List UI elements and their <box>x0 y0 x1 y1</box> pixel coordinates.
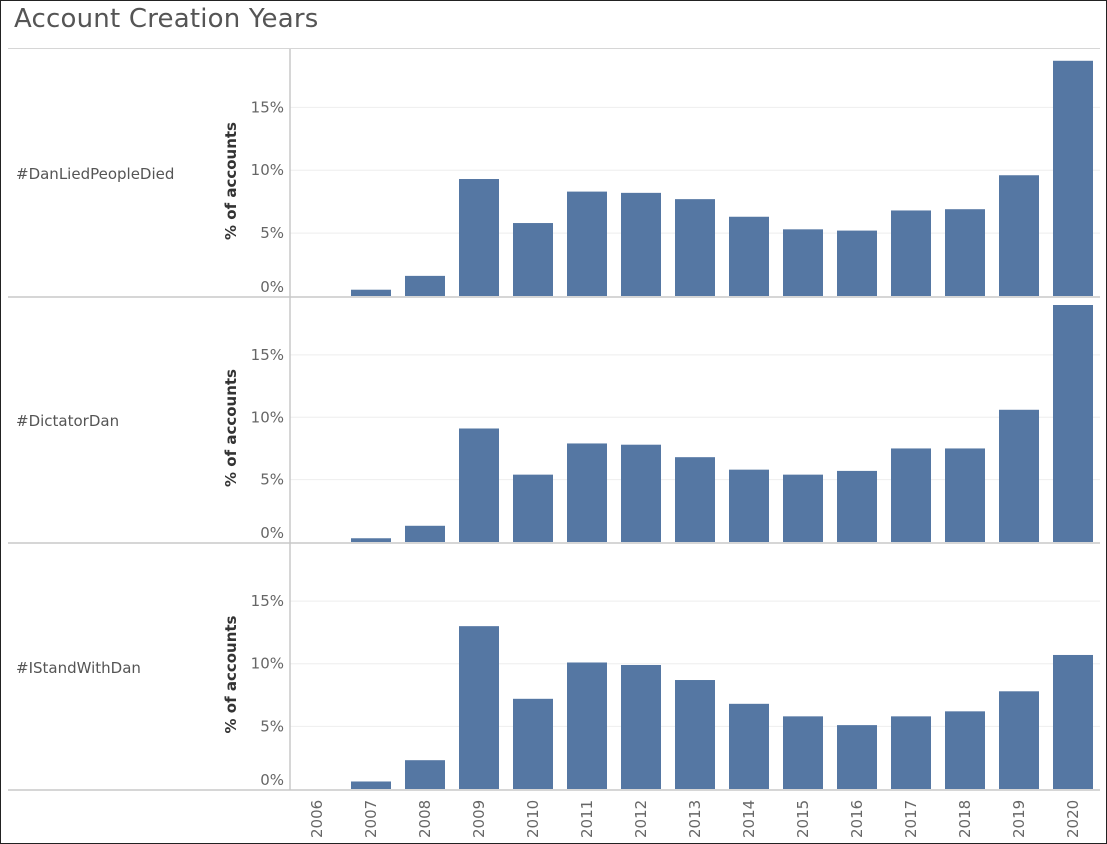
bar <box>837 230 877 296</box>
y-axis-label: % of accounts <box>222 122 240 240</box>
bar <box>891 210 931 296</box>
bar <box>891 448 931 542</box>
bar <box>675 457 715 542</box>
panel-1: 0% 5% 10% 15% % of accounts #DanLiedPeopleDie… <box>16 60 1100 297</box>
bar <box>513 698 553 789</box>
bar <box>783 229 823 296</box>
panel-2: 0% 5% 10% 15% % of accounts #DictatorDan <box>16 305 1100 542</box>
bar <box>351 781 391 789</box>
bar <box>459 626 499 789</box>
y-tick-label: 5% <box>260 717 284 735</box>
x-tick-label: 2019 <box>1010 800 1028 838</box>
bar <box>621 444 661 542</box>
bar <box>675 680 715 789</box>
row-label: #DanLiedPeopleDied <box>16 165 174 183</box>
bar <box>405 760 445 789</box>
bar <box>945 448 985 542</box>
bar <box>513 474 553 542</box>
bar <box>945 209 985 296</box>
y-axis-label: % of accounts <box>222 369 240 487</box>
x-tick-label: 2006 <box>308 800 326 838</box>
bar <box>351 538 391 542</box>
bar <box>405 525 445 542</box>
x-tick-label: 2010 <box>524 800 542 838</box>
y-tick-label: 15% <box>251 592 284 610</box>
bar <box>1053 305 1093 542</box>
y-tick-label: 10% <box>251 408 284 426</box>
x-tick-label: 2013 <box>686 800 704 838</box>
x-tick-label: 2018 <box>956 800 974 838</box>
bar <box>999 409 1039 542</box>
bar <box>783 474 823 542</box>
bar <box>567 191 607 296</box>
y-tick-label: 15% <box>251 98 284 116</box>
bar <box>567 443 607 542</box>
row-label: #IStandWithDan <box>16 659 141 677</box>
y-tick-label: 0% <box>260 771 284 789</box>
bar <box>1053 654 1093 789</box>
bar <box>567 662 607 789</box>
bar <box>405 275 445 296</box>
panel-3: 0% 5% 10% 15% % of accounts #IStandWithDan <box>16 592 1100 789</box>
x-tick-label: 2020 <box>1064 800 1082 838</box>
x-tick-label: 2011 <box>578 800 596 838</box>
x-tick-label: 2014 <box>740 800 758 838</box>
y-axis-label: % of accounts <box>222 615 240 733</box>
y-tick-label: 10% <box>251 655 284 673</box>
bar <box>459 428 499 542</box>
y-tick-label: 0% <box>260 524 284 542</box>
bar <box>837 470 877 542</box>
bar <box>999 175 1039 296</box>
bar <box>729 703 769 789</box>
chart-title: Account Creation Years <box>14 4 319 34</box>
title-divider <box>8 48 1100 49</box>
x-tick-label: 2007 <box>362 800 380 838</box>
x-tick-label: 2016 <box>848 800 866 838</box>
x-tick-label: 2012 <box>632 800 650 838</box>
bar <box>621 664 661 789</box>
bar <box>675 199 715 296</box>
bar <box>729 469 769 542</box>
bar <box>1053 60 1093 297</box>
y-tick-label: 15% <box>251 346 284 364</box>
x-tick-label: 2017 <box>902 800 920 838</box>
bar <box>945 711 985 789</box>
bar <box>621 192 661 296</box>
y-tick-label: 0% <box>260 278 284 296</box>
bar <box>513 223 553 296</box>
y-tick-label: 5% <box>260 224 284 242</box>
y-tick-label: 10% <box>251 161 284 179</box>
bar <box>891 716 931 789</box>
bar <box>351 289 391 296</box>
x-tick-label: 2015 <box>794 800 812 838</box>
row-label: #DictatorDan <box>16 412 119 430</box>
x-tick-label: 2008 <box>416 800 434 838</box>
bar <box>729 216 769 296</box>
y-tick-label: 5% <box>260 471 284 489</box>
bar <box>783 716 823 789</box>
bar <box>459 179 499 296</box>
bar <box>837 725 877 789</box>
bar <box>999 691 1039 789</box>
x-tick-label: 2009 <box>470 800 488 838</box>
